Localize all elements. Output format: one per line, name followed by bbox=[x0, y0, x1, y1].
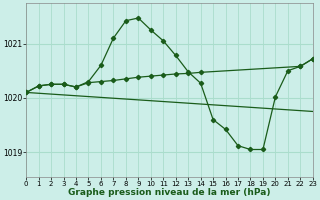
X-axis label: Graphe pression niveau de la mer (hPa): Graphe pression niveau de la mer (hPa) bbox=[68, 188, 271, 197]
